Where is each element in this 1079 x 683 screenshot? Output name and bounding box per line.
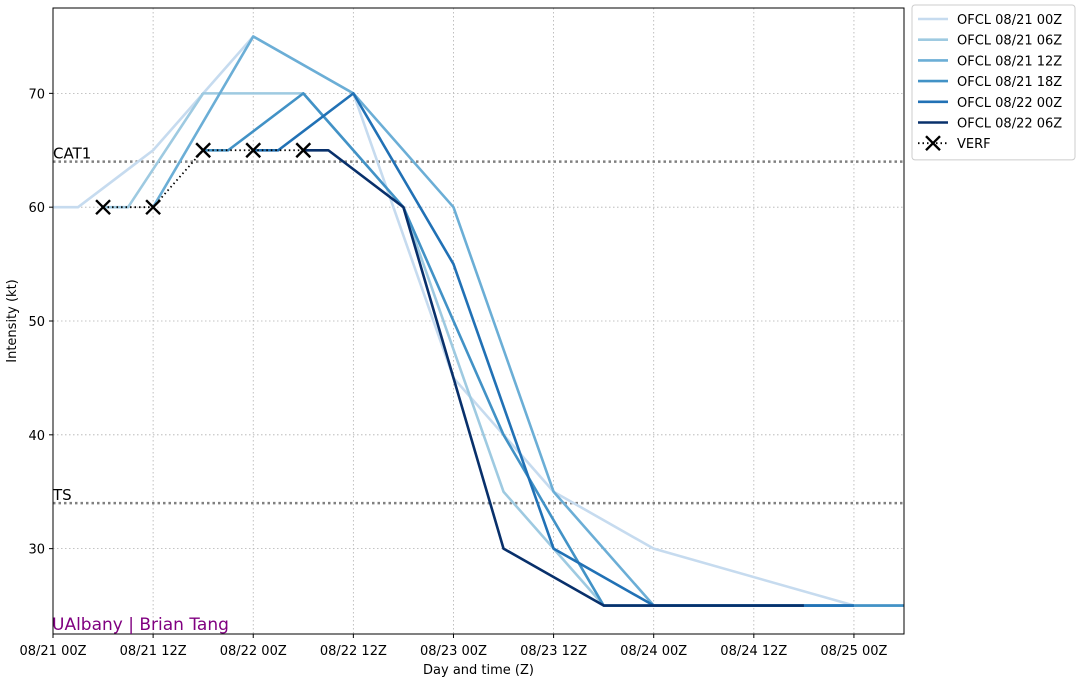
y-tick-label: 70 [28,87,45,102]
threshold-label-ts: TS [52,486,72,504]
x-tick-label: 08/25 00Z [820,644,887,659]
y-axis-label: Intensity (kt) [5,279,20,362]
x-tick-label: 08/22 00Z [220,644,287,659]
x-tick-label: 08/21 00Z [19,644,86,659]
threshold-label-cat1: CAT1 [53,145,91,163]
verf-marker [295,142,312,159]
axes: 08/21 00Z 08/21 12Z 08/22 00Z 08/22 12Z 08/2… [19,87,887,659]
verf-marker-stroke [295,142,312,159]
y-tick-label: 50 [28,315,45,330]
x-tick-label: 08/21 12Z [120,644,187,659]
legend-label-0: OFCL 08/21 00Z [957,13,1062,28]
verification-series [95,142,312,216]
verf-marker-stroke [195,142,212,159]
y-tick-label: 40 [28,429,45,444]
threshold-lines: CAT1 TS [52,145,904,505]
legend-label-4: OFCL 08/22 00Z [957,96,1062,111]
legend: OFCL 08/21 00Z OFCL 08/21 06Z OFCL 08/21 1… [911,4,1076,161]
legend-box [911,4,1076,161]
grid [52,8,904,634]
x-tick-label: 08/23 12Z [520,644,587,659]
verf-marker-stroke [245,142,262,159]
verf-marker [195,142,212,159]
legend-label-6: VERF [957,137,991,152]
y-tick-label: 30 [28,543,45,558]
x-tick-label: 08/24 12Z [720,644,787,659]
legend-verf-marker [925,135,941,152]
series-lines [53,35,904,607]
y-tick-label: 60 [28,201,45,216]
x-tick-label: 08/24 00Z [620,644,687,659]
watermark-credit: UAlbany | Brian Tang [52,615,229,635]
series-line-0 [53,35,904,607]
x-tick-label: 08/22 12Z [320,644,387,659]
verf-marker-stroke [145,199,161,216]
legend-label-5: OFCL 08/22 06Z [957,117,1062,132]
legend-label-3: OFCL 08/21 18Z [957,75,1062,90]
legend-label-2: OFCL 08/21 12Z [957,54,1062,69]
x-tick-label: 08/23 00Z [420,644,487,659]
verf-marker [145,199,161,216]
verf-marker [245,142,262,159]
verf-marker-stroke [95,199,111,216]
verf-marker [95,199,111,216]
series-line-5 [303,148,804,607]
x-axis-label: Day and time (Z) [423,663,534,678]
legend-label-1: OFCL 08/21 06Z [957,34,1062,49]
